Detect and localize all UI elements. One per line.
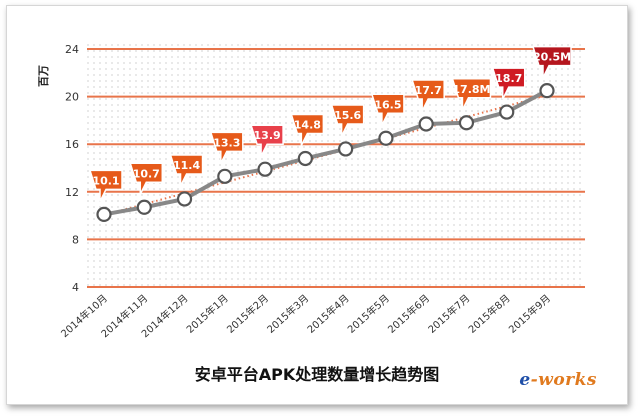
data-point [338,141,354,157]
data-label: 13.9 [254,129,281,142]
x-tick-label: 2015年3月 [264,292,311,336]
x-tick-label: 2015年4月 [304,292,351,336]
data-label-callout [250,124,284,157]
x-tick-label: 2015年6月 [385,292,432,336]
data-label-callout [330,104,365,137]
data-label-callout [451,78,492,111]
data-label: 17.8M [452,83,490,96]
x-tick-label: 2015年2月 [224,292,271,336]
data-label: 13.3 [213,136,240,149]
data-label: 10.1 [92,174,119,187]
data-point [458,115,475,131]
y-tick-label: 12 [65,186,79,199]
x-tick-label: 2015年9月 [506,292,553,336]
y-tick-label: 20 [65,91,79,104]
y-axis-label: 百万 [37,65,50,87]
data-point [96,206,112,223]
x-tick-label: 2015年7月 [425,292,472,336]
data-point [217,168,233,184]
data-label-callout [169,154,204,187]
data-label-callout [531,45,572,78]
data-label-callout [88,169,123,202]
apk-growth-chart: 4812162024百万2014年10月2014年11月2014年12月2015… [37,41,585,384]
data-point [136,199,152,215]
data-label: 11.4 [173,159,200,172]
chart-title: 安卓平台APK处理数量增长趋势图 [195,365,440,384]
y-tick-label: 8 [72,233,79,246]
x-tick-label: 2015年1月 [184,292,231,336]
data-label: 10.7 [133,167,160,180]
data-point [418,116,434,132]
data-label: 17.7 [415,84,442,97]
y-tick-label: 4 [72,281,79,294]
data-label: 14.8 [294,118,321,131]
data-point [297,150,313,167]
data-label: 16.5 [374,98,401,111]
data-point [499,104,515,120]
data-label: 20.5M [533,51,571,64]
e-works-watermark: e-works [519,370,597,390]
data-point [176,191,193,207]
chart-frame: 4 8 12 16 20 24 百万 2014年10月 2014年11月 2014年12月 2015… [6,5,628,405]
y-tick-label: 16 [65,138,79,151]
x-tick-label: 2015年8月 [466,292,513,336]
data-label-callout [129,162,164,195]
data-label-callout [370,93,405,126]
data-label-callout [411,79,445,112]
data-point [257,161,273,177]
data-point [378,130,394,146]
data-point [539,83,555,99]
data-label: 18.7 [495,72,522,85]
y-tick-label: 24 [65,43,79,56]
data-label-callout [209,131,244,164]
x-tick-label: 2015年5月 [345,292,392,336]
data-label: 15.6 [334,109,361,122]
data-label-callout [491,67,526,100]
data-label-callout [290,113,325,146]
